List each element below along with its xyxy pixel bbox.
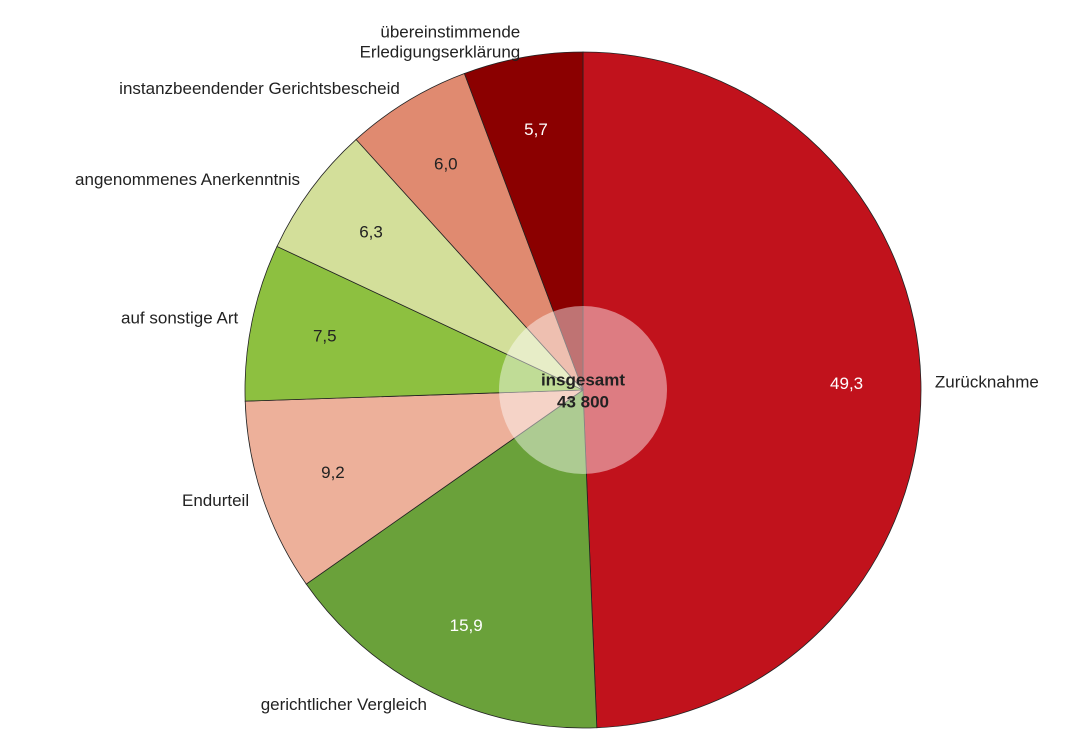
value-label: 5,7: [524, 120, 548, 139]
pie-slice: [463, 51, 584, 391]
pie-slice: [355, 72, 584, 391]
pie-slice: [276, 138, 584, 391]
center-total: 43 800: [557, 392, 609, 411]
pie-slice: [305, 389, 598, 729]
value-label: 49,3: [830, 374, 863, 393]
category-label: auf sonstige Art: [121, 309, 238, 328]
value-label: 6,0: [434, 154, 458, 173]
value-label: 15,9: [450, 616, 483, 635]
center-title: insgesamt: [541, 370, 625, 389]
pie-slice: [582, 51, 922, 729]
pie-slice: [244, 245, 584, 402]
category-label: instanzbeendender Gerichtsbescheid: [119, 79, 400, 98]
category-label: angenommenes Anerkenntnis: [75, 170, 300, 189]
value-label: 6,3: [359, 223, 383, 242]
value-label: 9,2: [321, 463, 345, 482]
center-overlay: [499, 306, 667, 474]
value-label: 7,5: [313, 326, 337, 345]
category-label: übereinstimmende Erledigungserklärung: [360, 23, 521, 62]
category-label: gerichtlicher Vergleich: [261, 695, 427, 714]
slices: [244, 51, 922, 729]
category-label: Zurücknahme: [935, 372, 1039, 391]
category-label: Endurteil: [182, 491, 249, 510]
pie-slice: [244, 389, 585, 585]
